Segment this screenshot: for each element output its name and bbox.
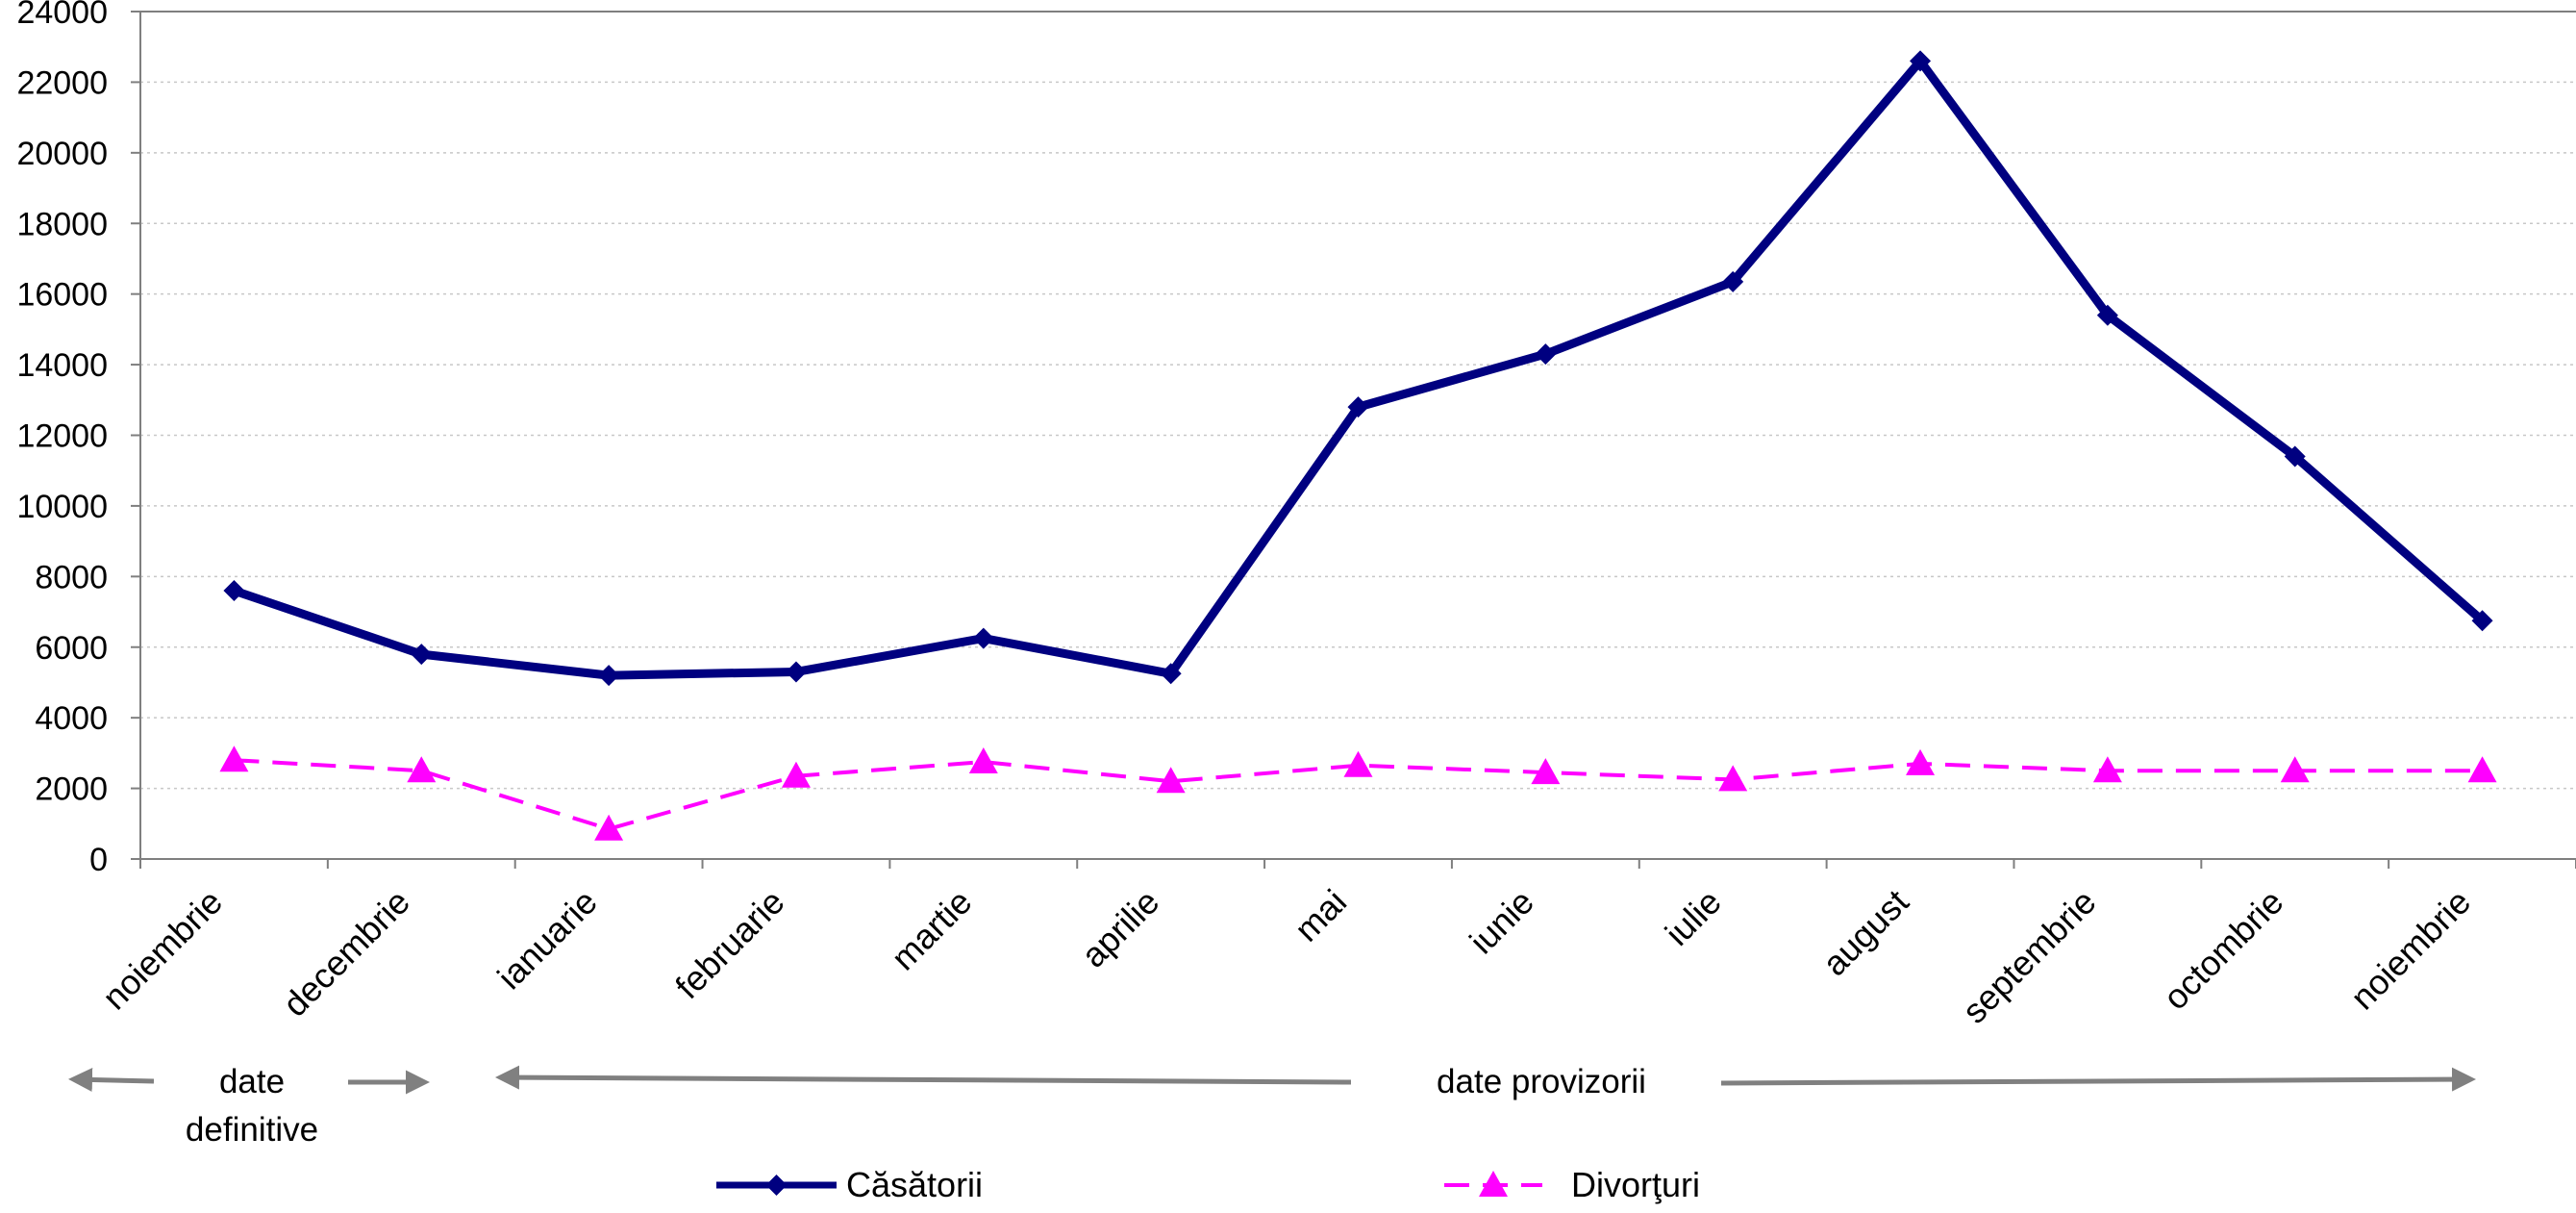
x-tick-label: iunie <box>1462 882 1541 962</box>
divorturi-point <box>2467 756 2497 783</box>
y-tick-label: 12000 <box>16 418 108 455</box>
y-tick-label: 8000 <box>35 559 108 595</box>
provisional-label: date provizorii <box>1437 1063 1646 1100</box>
x-tick-label: decembrie <box>275 882 417 1024</box>
casatorii-point <box>223 580 245 602</box>
casatorii-point <box>1160 663 1182 685</box>
divorturi-point <box>781 761 811 788</box>
divorturi-point <box>2280 756 2310 783</box>
x-tick-label: mai <box>1287 882 1354 949</box>
divorturi-point <box>1156 767 1186 794</box>
series <box>219 50 2497 841</box>
x-tick-label: ianuarie <box>489 882 605 998</box>
y-tick-label: 20000 <box>16 136 108 172</box>
y-tick-label: 24000 <box>16 0 108 31</box>
casatorii-point <box>2284 445 2306 468</box>
legend-label: Divorţuri <box>1571 1165 1700 1204</box>
legend-item-casatorii: Căsătorii <box>716 1165 983 1204</box>
casatorii-point <box>972 627 994 649</box>
divorturi-point <box>1343 750 1373 777</box>
y-tick-label: 6000 <box>35 630 108 667</box>
casatorii-point <box>1347 396 1369 418</box>
y-tick-label: 14000 <box>16 347 108 384</box>
casatorii-point <box>765 1175 788 1196</box>
divorturi-point <box>1718 765 1748 792</box>
x-tick-label: octombrie <box>2156 882 2291 1018</box>
x-tick-label: septembrie <box>1955 882 2104 1031</box>
y-tick-label: 18000 <box>16 206 108 242</box>
y-tick-labels: 0 2000 4000 6000 8000 10000 12000 14000 16000 180… <box>16 0 140 878</box>
casatorii-point <box>2471 610 2493 632</box>
definitive-label-line1: date <box>219 1063 285 1100</box>
period-annotations: date definitive date provizorii <box>68 1063 2476 1149</box>
x-tick-label: iulie <box>1658 882 1729 953</box>
divorturi-point <box>1906 748 1936 775</box>
y-tick-label: 22000 <box>16 64 108 101</box>
casatorii-point <box>1722 270 1744 292</box>
definitive-label-line2: definitive <box>186 1111 318 1149</box>
casatorii-point <box>2096 304 2118 326</box>
x-tick-label: noiembrie <box>2342 882 2478 1018</box>
provisional-arrow-right <box>1720 1067 2476 1092</box>
x-tick-label: august <box>1814 882 1915 983</box>
divorturi-point <box>219 745 249 772</box>
legend: Căsătorii Divorţuri <box>716 1165 1700 1204</box>
divorturi-series <box>219 745 2497 841</box>
casatorii-point <box>785 661 807 683</box>
y-tick-label: 2000 <box>35 771 108 808</box>
legend-item-divorturi: Divorţuri <box>1444 1165 1700 1204</box>
divorturi-point <box>1479 1171 1508 1197</box>
y-tick-label: 16000 <box>16 277 108 314</box>
x-tick-labels: noiembrie decembrie ianuarie februarie marti… <box>94 859 2576 1031</box>
y-tick-label: 10000 <box>16 489 108 525</box>
casatorii-point <box>598 665 620 687</box>
x-tick-label: martie <box>884 882 980 978</box>
divorturi-point <box>594 814 624 841</box>
divorturi-point <box>1531 758 1561 785</box>
casatorii-point <box>1910 50 1932 72</box>
casatorii-series <box>223 50 2493 687</box>
casatorii-point <box>1535 343 1557 366</box>
y-tick-label: 0 <box>89 842 108 878</box>
x-tick-label: noiembrie <box>94 882 230 1018</box>
divorturi-point <box>2092 756 2122 783</box>
divorturi-point <box>407 756 437 783</box>
legend-label: Căsătorii <box>846 1165 983 1204</box>
y-tick-label: 4000 <box>35 700 108 737</box>
x-tick-label: februarie <box>667 882 791 1006</box>
provisional-arrow-left <box>495 1065 1352 1090</box>
divorturi-point <box>968 747 998 774</box>
definitive-arrow-left <box>68 1067 155 1092</box>
casatorii-point <box>411 644 433 666</box>
x-tick-label: aprilie <box>1073 882 1166 975</box>
